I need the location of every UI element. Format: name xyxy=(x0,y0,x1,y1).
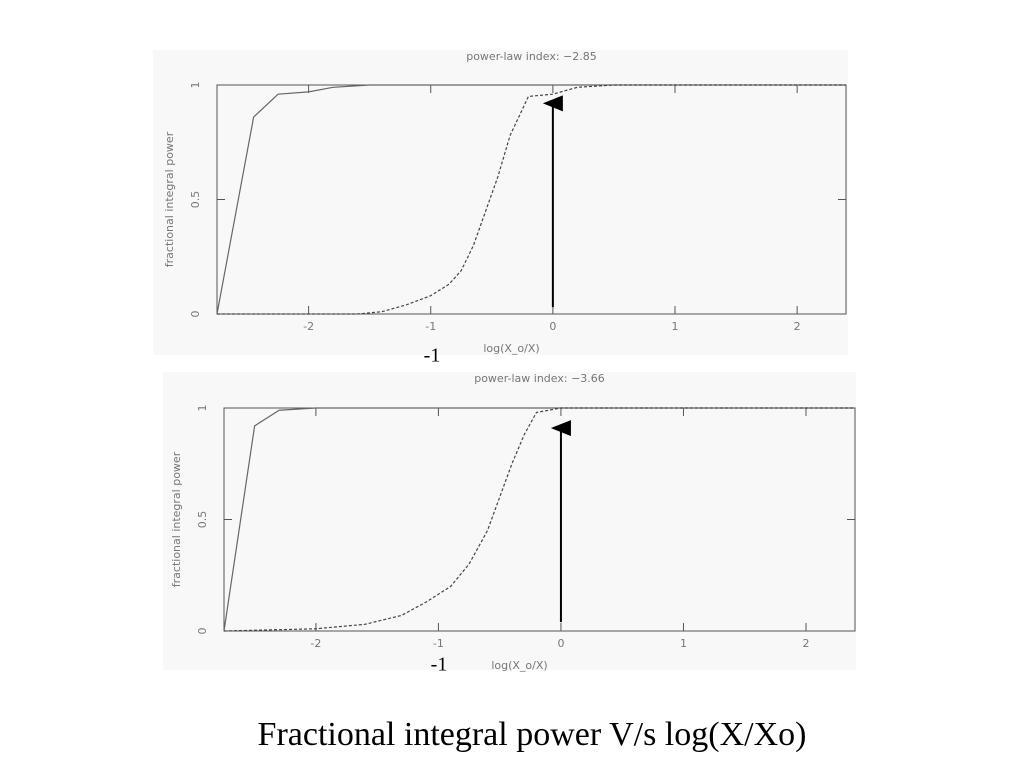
x-tick-label: 0 xyxy=(557,637,564,650)
x-tick-label: 1 xyxy=(680,637,687,650)
y-tick-label: 0.5 xyxy=(189,191,202,209)
annotation-text: -1 xyxy=(424,345,441,367)
slide-caption: Fractional integral power V/s log(X/Xo) xyxy=(258,716,807,753)
panel-background xyxy=(153,50,848,355)
chart-title: power-law index: −3.66 xyxy=(474,372,605,385)
y-axis-label: fractional integral power xyxy=(163,131,176,267)
x-tick-label: -2 xyxy=(310,637,321,650)
series-line xyxy=(216,84,846,315)
panel-background xyxy=(163,372,856,670)
x-tick-label: -1 xyxy=(425,320,436,333)
x-tick-label: 0 xyxy=(549,320,556,333)
y-axis-label: fractional integral power xyxy=(170,451,183,587)
y-tick-label: 1 xyxy=(196,405,209,412)
x-axis-label: log(X_o/X) xyxy=(483,342,539,355)
y-tick-label: 0 xyxy=(196,628,209,635)
x-tick-label: 2 xyxy=(794,320,801,333)
x-tick-label: -2 xyxy=(303,320,314,333)
y-tick-label: 0 xyxy=(189,311,202,318)
y-tick-label: 1 xyxy=(189,82,202,89)
y-tick-label: 0.5 xyxy=(196,511,209,529)
x-tick-label: 2 xyxy=(802,637,809,650)
series-line xyxy=(217,84,846,315)
series-line xyxy=(223,407,855,632)
x-axis-label: log(X_o/X) xyxy=(491,659,547,672)
annotation-text: -1 xyxy=(431,654,448,676)
x-tick-label: 1 xyxy=(672,320,679,333)
chart-title: power-law index: −2.85 xyxy=(466,50,597,63)
x-tick-label: -1 xyxy=(433,637,444,650)
series-line xyxy=(223,407,855,632)
